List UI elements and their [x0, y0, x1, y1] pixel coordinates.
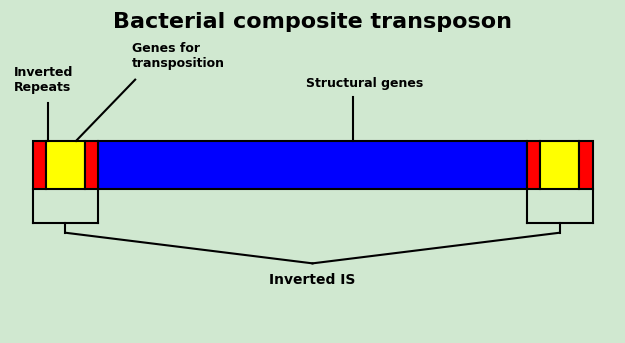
Bar: [99, 141, 526, 189]
Text: Bacterial composite transposon: Bacterial composite transposon: [113, 12, 512, 32]
Bar: [526, 141, 540, 189]
Bar: [85, 141, 99, 189]
Bar: [46, 141, 85, 189]
Text: Inverted IS: Inverted IS: [269, 273, 356, 287]
Text: Inverted
Repeats: Inverted Repeats: [14, 66, 73, 94]
Text: Genes for
transposition: Genes for transposition: [132, 42, 225, 70]
Bar: [540, 141, 579, 189]
Bar: [579, 141, 592, 189]
Text: Structural genes: Structural genes: [306, 76, 424, 90]
Bar: [32, 141, 46, 189]
